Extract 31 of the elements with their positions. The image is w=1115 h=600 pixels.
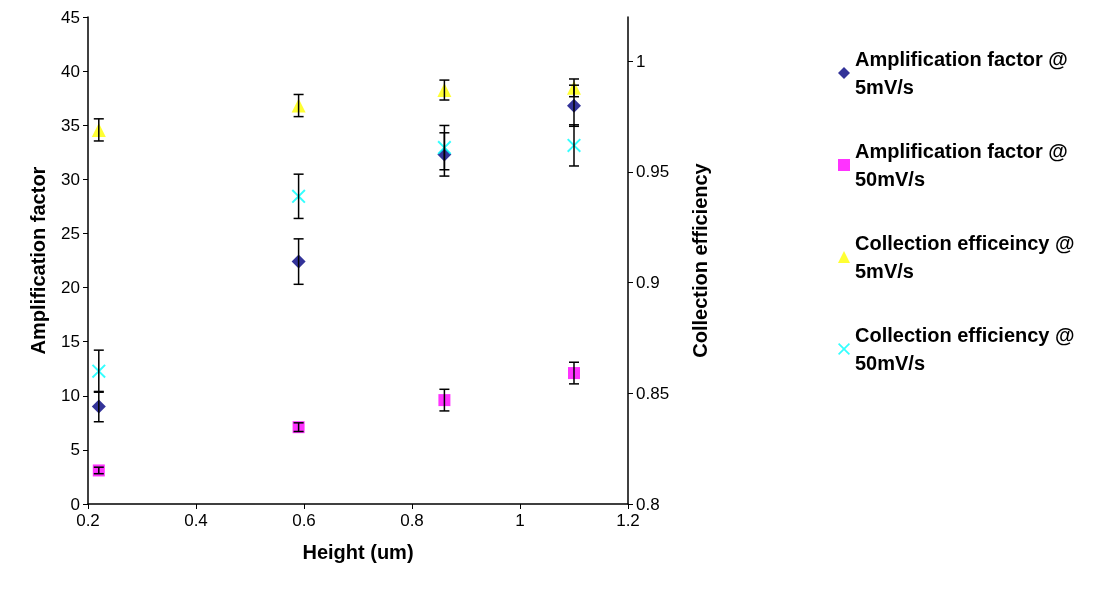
y-tick-label: 10 — [61, 386, 80, 406]
y-tick-label: 40 — [61, 61, 80, 81]
point — [438, 394, 451, 407]
y-tick-label: 15 — [61, 332, 80, 352]
y-tick-label: 5 — [70, 440, 80, 460]
x-tick-label: 0.8 — [400, 511, 424, 530]
point — [437, 140, 452, 155]
y2-tick-label: 0.9 — [636, 273, 660, 293]
x-tick-label: 0.2 — [76, 511, 100, 530]
x-tick-label: 0.4 — [184, 511, 208, 530]
y2-tick-label: 0.85 — [636, 383, 670, 403]
legend-label: Amplification factor @ 5mV/s — [855, 48, 1074, 98]
x-tick-label: 1 — [515, 511, 525, 530]
point — [291, 189, 306, 204]
legend-label: Amplification factor @ 50mV/s — [855, 140, 1074, 190]
y-tick-label: 30 — [61, 169, 80, 189]
y2-tick-label: 0.8 — [636, 494, 660, 514]
y-tick-label: 35 — [61, 115, 80, 135]
y2-tick-label: 0.95 — [636, 162, 670, 182]
y2-axis-title: Collection efficiency — [689, 162, 711, 358]
x-tick-label: 1.2 — [616, 511, 640, 530]
y-tick-label: 20 — [61, 278, 80, 298]
legend-label: Collection efficiency @ 50mV/s — [855, 324, 1081, 374]
legend-label: Collection efficeincy @ 5mV/s — [855, 232, 1081, 282]
y-tick-label: 45 — [61, 7, 80, 27]
y-tick-label: 25 — [61, 223, 80, 243]
y-tick-label: 0 — [70, 494, 80, 514]
y2-tick-label: 1 — [636, 51, 646, 71]
x-tick-label: 0.6 — [292, 511, 316, 530]
x-axis-title: Height (um) — [302, 541, 414, 563]
y-axis-title: Amplification factor — [27, 166, 49, 355]
